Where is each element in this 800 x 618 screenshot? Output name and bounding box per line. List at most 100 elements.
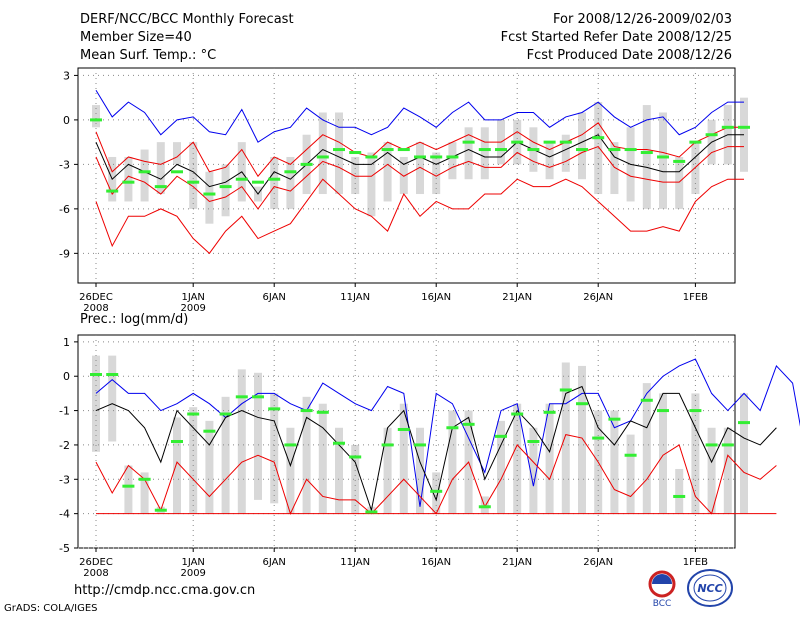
spread-bar [497, 420, 505, 514]
spread-bar [140, 472, 149, 514]
spread-bar [124, 156, 133, 202]
spread-bar [318, 112, 327, 195]
spread-bar [335, 112, 343, 195]
observed-marker [446, 155, 459, 159]
x-tick-label: 26JAN [583, 557, 613, 568]
observed-marker [90, 373, 102, 377]
observed-marker [559, 140, 572, 144]
observed-marker [689, 140, 702, 144]
spread-bar [529, 427, 538, 514]
source-url[interactable]: http://cmdp.ncc.cma.gov.cn [74, 583, 256, 598]
observed-marker [187, 180, 200, 184]
spread-bar [318, 403, 327, 514]
observed-marker [235, 395, 248, 399]
observed-marker [640, 398, 653, 402]
observed-marker [430, 155, 443, 159]
observed-marker [300, 162, 313, 166]
spread-bar [270, 393, 279, 504]
y-tick-label: -3 [59, 473, 70, 486]
observed-marker [381, 148, 394, 152]
observed-marker [397, 148, 410, 152]
spread-bar [610, 410, 619, 514]
spread-bar [221, 164, 230, 217]
spread-bar [432, 472, 441, 514]
x-tick-year: 2008 [83, 568, 108, 579]
observed-marker [397, 427, 410, 431]
observed-marker [333, 441, 345, 445]
spread-bar [723, 427, 732, 514]
spread-bar [286, 427, 295, 514]
observed-marker [171, 440, 183, 443]
observed-marker [559, 388, 572, 392]
observed-marker [478, 148, 491, 152]
observed-marker [138, 477, 151, 481]
observed-marker [592, 436, 605, 440]
observed-marker [527, 440, 540, 443]
observed-marker [203, 429, 216, 433]
x-tick-label: 1FEB [683, 292, 708, 303]
spread-bar [270, 156, 279, 209]
observed-marker [316, 155, 329, 159]
observed-marker [608, 417, 621, 421]
spread-bar [140, 149, 149, 202]
svg-text:NCC: NCC [697, 582, 722, 595]
observed-marker [608, 148, 621, 152]
observed-marker [154, 185, 167, 189]
spread-bar [675, 156, 684, 209]
x-tick-label: 6JAN [262, 557, 285, 568]
observed-marker [106, 373, 119, 377]
fcst-produced-date: Fcst Produced Date 2008/12/26 [526, 48, 732, 63]
observed-marker [657, 155, 669, 159]
observed-marker [689, 409, 702, 413]
spread-bar [480, 496, 489, 514]
spread-bar [642, 105, 651, 209]
plot-frame [77, 334, 736, 549]
observed-marker [219, 185, 232, 189]
fcst-started-date: Fcst Started Refer Date 2008/12/25 [500, 30, 732, 45]
observed-marker [122, 484, 135, 488]
y-tick-label: -4 [59, 508, 70, 521]
x-tick-year: 2008 [83, 303, 108, 314]
observed-marker [381, 443, 394, 447]
y-tick-label: -1 [59, 405, 70, 418]
observed-marker [430, 489, 443, 493]
spread-bar [642, 383, 651, 514]
observed-marker [624, 148, 637, 152]
observed-marker [154, 508, 167, 512]
spread-bar [659, 393, 667, 514]
spread-bar [545, 142, 554, 180]
spread-bar [610, 142, 619, 195]
member-size: Member Size=40 [80, 30, 192, 45]
y-tick-label: -3 [59, 158, 70, 171]
observed-marker [235, 177, 248, 181]
observed-marker [738, 421, 750, 425]
spread-lower-line [95, 145, 744, 210]
ncc-logo: NCC [687, 569, 733, 607]
observed-marker [106, 189, 119, 193]
observed-marker [738, 125, 750, 129]
observed-marker [349, 151, 362, 155]
observed-marker [300, 409, 313, 413]
chart-title: DERF/NCC/BCC Monthly Forecast [80, 12, 294, 27]
spread-bar [156, 142, 165, 195]
observed-marker [673, 494, 686, 498]
observed-marker [414, 443, 426, 447]
x-tick-year: 2009 [180, 568, 205, 579]
observed-marker [495, 148, 507, 152]
spread-bar [254, 372, 262, 500]
spread-bar [740, 393, 748, 514]
x-tick-label: 21JAN [502, 557, 532, 568]
observed-marker [705, 133, 718, 137]
observed-marker [365, 510, 378, 514]
observed-marker [284, 443, 297, 447]
spread-bar [578, 112, 586, 180]
observed-marker [90, 118, 102, 122]
observed-marker [252, 180, 264, 184]
spread-bar [659, 112, 667, 209]
observed-marker [349, 455, 362, 459]
x-tick-label: 16JAN [421, 557, 451, 568]
y-tick-label: -9 [59, 247, 70, 260]
spread-bar [464, 127, 473, 180]
